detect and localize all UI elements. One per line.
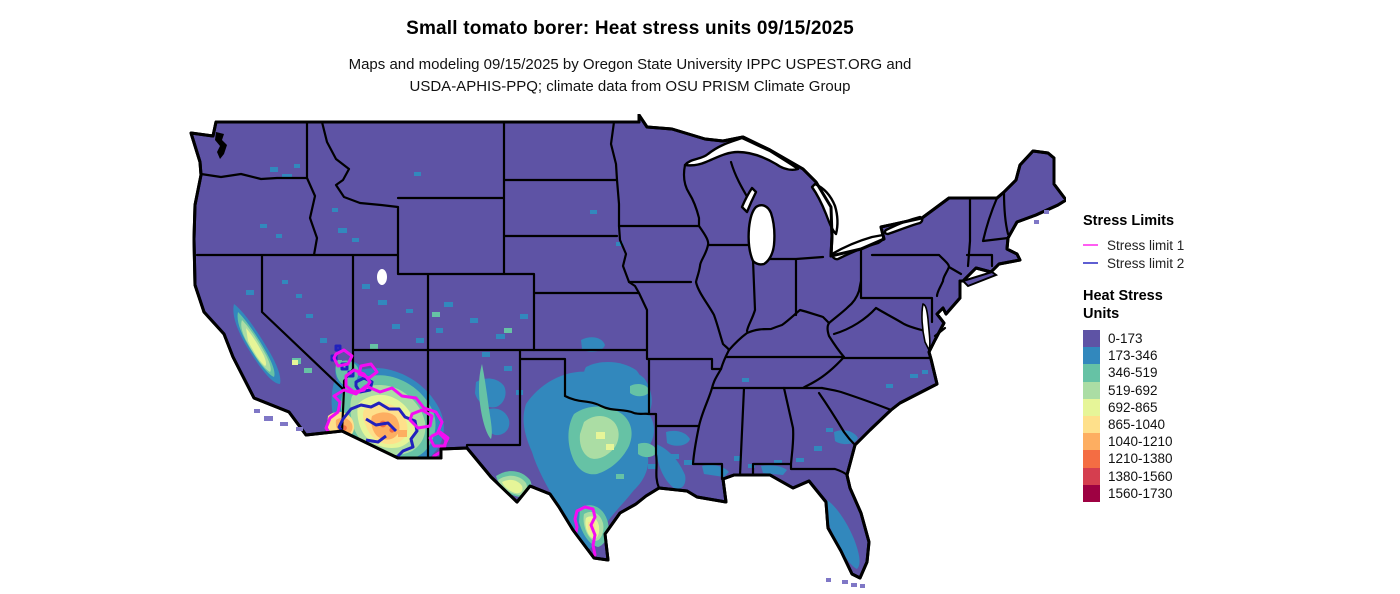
heat-stress-title-line1: Heat Stress (1083, 288, 1163, 304)
heat-stress-class-row: 346-519 (1083, 364, 1253, 382)
heat-stress-range-label: 1210-1380 (1108, 451, 1173, 467)
lake-superior (683, 136, 800, 171)
subtitle-line-1: Maps and modeling 09/15/2025 by Oregon S… (348, 56, 912, 73)
heat-stress-swatch (1083, 415, 1100, 434)
stress-limit-line-swatch (1083, 244, 1098, 246)
lake-michigan (747, 204, 776, 266)
long-island (961, 270, 999, 288)
heat-stress-title: Heat Stress Units (1083, 287, 1253, 323)
heat-stress-range-label: 346-519 (1108, 365, 1158, 381)
us-outline-stroke (189, 114, 1066, 580)
heat-stress-swatch (1083, 398, 1100, 416)
heat-stress-class-row: 865-1040 (1083, 415, 1253, 434)
heat-stress-range-label: 519-692 (1108, 382, 1158, 398)
legend: Stress Limits Stress limit 1 Stress limit… (1083, 213, 1253, 502)
heat-stress-class-row: 173-346 (1083, 347, 1253, 365)
heat-stress-class-row: 1560-1730 (1083, 484, 1253, 502)
heat-stress-swatch (1083, 450, 1100, 468)
heat-stress-swatch (1083, 433, 1100, 451)
page-subtitle: Maps and modeling 09/15/2025 by Oregon S… (0, 54, 1260, 98)
map-svg (189, 114, 1066, 588)
heat-stress-swatch (1083, 330, 1100, 348)
heat-stress-range-label: 1380-1560 (1108, 468, 1173, 484)
state-borders (195, 120, 1010, 490)
great-salt-lake (377, 269, 387, 285)
heat-stress-class-row: 519-692 (1083, 381, 1253, 399)
heat-stress-title-line2: Units (1083, 306, 1120, 322)
heat-stress-class-row: 1040-1210 (1083, 433, 1253, 451)
heat-stress-swatch (1083, 381, 1100, 399)
heat-stress-range-label: 1040-1210 (1108, 434, 1173, 450)
heat-stress-range-label: 173-346 (1108, 348, 1158, 364)
heat-stress-swatch (1083, 364, 1100, 382)
stress-limit-label: Stress limit 2 (1107, 255, 1185, 271)
heat-stress-swatch (1083, 347, 1100, 365)
heat-stress-range-label: 0-173 (1108, 331, 1143, 347)
stress-limits-rows: Stress limit 1 Stress limit 2 (1083, 236, 1253, 272)
stress-limits-title: Stress Limits (1083, 213, 1175, 229)
heat-stress-rows: 0-173 173-346 346-519 519-692 692-865 865-104… (1083, 330, 1253, 502)
heat-stress-class-row: 692-865 (1083, 398, 1253, 416)
heat-stress-class-row: 0-173 (1083, 330, 1253, 348)
green-bay (740, 186, 758, 214)
stress-limit-item: Stress limit 2 (1083, 254, 1253, 272)
subtitle-line-2: USDA-APHIS-PPQ; climate data from OSU PR… (409, 78, 851, 95)
heat-stress-range-label: 865-1040 (1108, 417, 1166, 433)
stress-limit-label: Stress limit 1 (1107, 237, 1185, 253)
heat-stress-swatch (1083, 484, 1100, 502)
heat-stress-class-row: 1380-1560 (1083, 467, 1253, 485)
page-title: Small tomato borer: Heat stress units 09… (406, 18, 854, 39)
stress-limit-item: Stress limit 1 (1083, 236, 1253, 254)
offshore-islands (254, 210, 1049, 588)
heat-stress-class-row: 1210-1380 (1083, 450, 1253, 468)
stress-limit-line-swatch (1083, 262, 1098, 264)
heat-stress-range-label: 692-865 (1108, 399, 1158, 415)
heat-stress-range-label: 1560-1730 (1108, 485, 1173, 501)
us-heat-stress-map (186, 114, 1066, 592)
heat-stress-swatch (1083, 467, 1100, 485)
puget-sound (215, 132, 227, 159)
chesapeake-bay (921, 303, 931, 351)
